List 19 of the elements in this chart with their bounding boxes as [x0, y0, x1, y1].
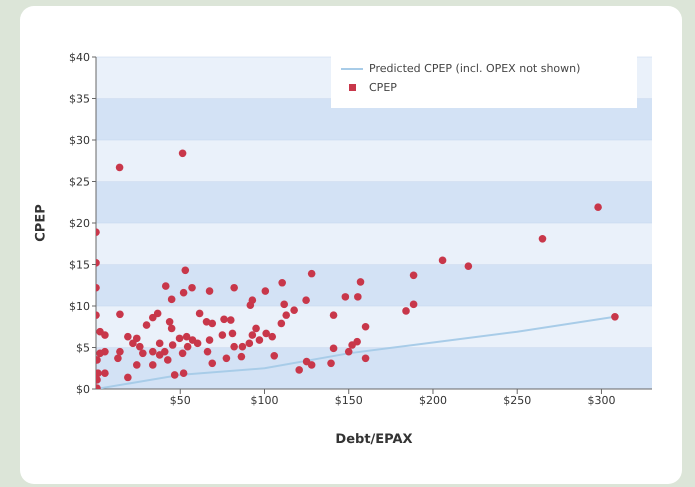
y-tick-label: $15 — [69, 258, 90, 272]
x-tick-label: $50 — [170, 394, 191, 407]
x-tick-label: $150 — [334, 394, 363, 407]
x-tick-label: $250 — [503, 394, 532, 407]
y-tick-label: $5 — [76, 341, 90, 354]
y-tick-label: $30 — [69, 134, 90, 147]
y-tick-label: $0 — [76, 382, 90, 396]
y-axis-title: CPEP — [34, 204, 49, 242]
y-tick-label: $40 — [69, 50, 90, 64]
y-tick-label: $20 — [69, 216, 90, 230]
legend-label: CPEP — [369, 81, 397, 94]
x-axis-title: Debt/EPAX — [335, 432, 413, 447]
legend-label: Predicted CPEP (incl. OPEX not shown) — [369, 62, 580, 75]
y-tick-label: $10 — [69, 300, 90, 313]
y-tick-label: $35 — [69, 92, 90, 106]
x-tick-label: $300 — [587, 394, 616, 407]
x-tick-label: $100 — [250, 394, 278, 407]
y-tick-label: $25 — [69, 175, 90, 188]
x-tick-label: $200 — [418, 394, 447, 407]
